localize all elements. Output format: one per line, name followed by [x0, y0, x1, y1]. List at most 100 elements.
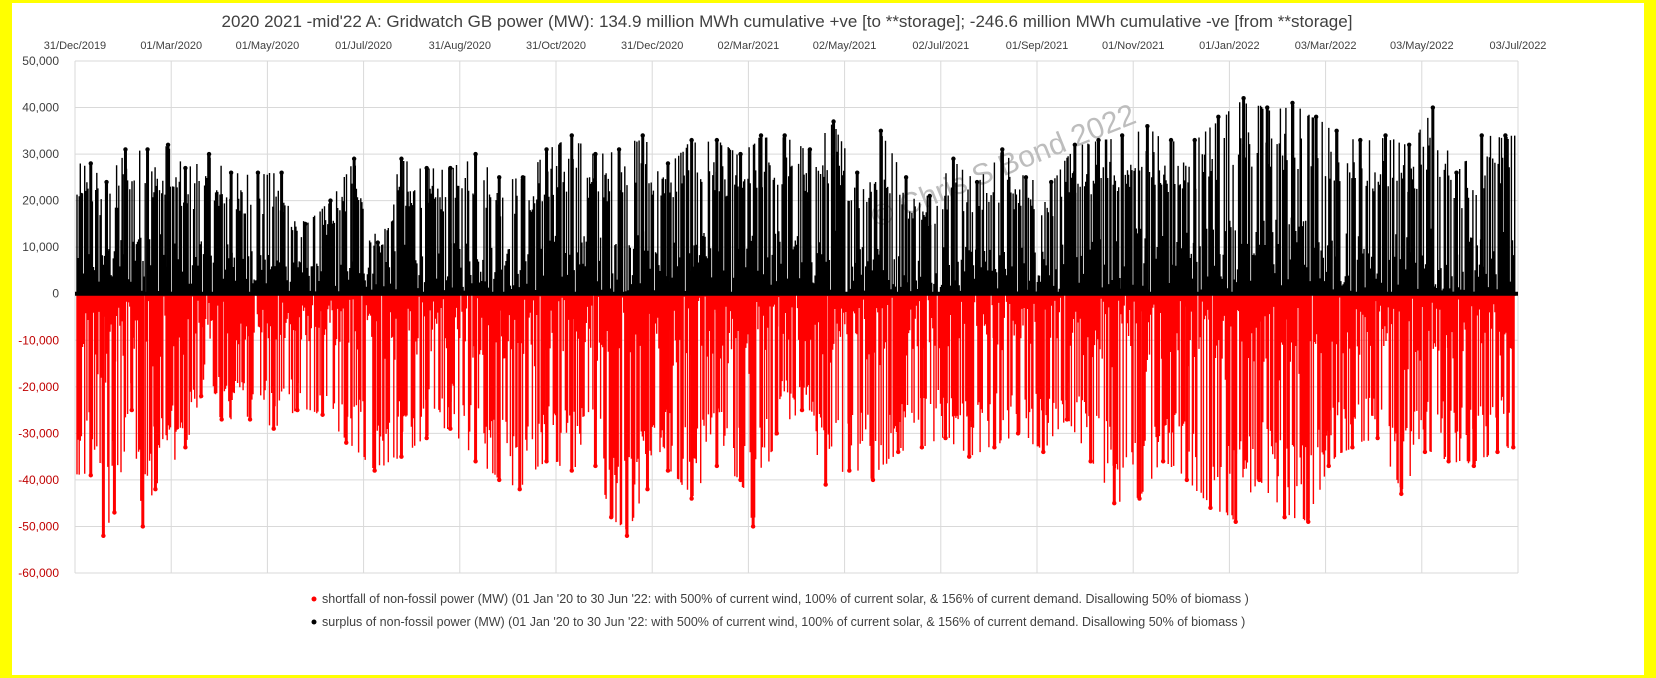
shortfall-point: [1282, 514, 1287, 520]
surplus-point: [399, 156, 404, 161]
shortfall-point: [608, 514, 614, 520]
surplus-point: [1358, 137, 1363, 143]
shortfall-point: [919, 445, 925, 450]
shortfall-point: [372, 468, 377, 473]
legend-label-surplus: surplus of non-fossil power (MW) (01 Jan…: [322, 615, 1245, 629]
surplus-point: [123, 147, 128, 152]
shortfall-point: [1112, 500, 1117, 506]
legend-marker-shortfall: [311, 596, 317, 602]
x-tick-label: 02/Jul/2021: [912, 40, 969, 52]
y-tick-label: 50,000: [22, 54, 59, 68]
y-tick-label: -10,000: [18, 333, 59, 347]
y-tick-label: 10,000: [22, 240, 59, 254]
shortfall-point: [1041, 449, 1046, 455]
x-tick-label: 01/May/2020: [236, 40, 300, 52]
shortfall-point: [88, 473, 93, 478]
shortfall-point: [1064, 417, 1070, 422]
x-tick-label: 01/Jan/2022: [1199, 40, 1260, 52]
surplus-point: [1096, 137, 1101, 143]
shortfall-point: [140, 524, 146, 529]
y-tick-label: -60,000: [18, 566, 59, 580]
shortfall-point: [129, 407, 134, 413]
shortfall-point: [593, 463, 598, 469]
shortfall-point: [497, 477, 502, 483]
surplus-point: [1000, 147, 1005, 152]
chart-title: 2020 2021 -mid'22 A: Gridwatch GB power …: [222, 12, 1353, 31]
shortfall-point: [689, 496, 694, 501]
y-tick-label: -30,000: [18, 426, 59, 440]
shortfall-point: [219, 417, 224, 422]
x-tick-label: 31/Aug/2020: [429, 40, 491, 52]
surplus-point: [1119, 133, 1125, 138]
shortfall-point: [823, 482, 828, 487]
x-tick-label: 01/Nov/2021: [1102, 40, 1164, 52]
surplus-point: [279, 170, 284, 175]
surplus-point: [1383, 133, 1388, 138]
shortfall-point: [320, 412, 325, 417]
surplus-point: [424, 165, 429, 171]
y-tick-label: 30,000: [22, 147, 59, 161]
y-axis-tick-labels: 50,000 40,000 30,000 20,000 10,000 0 -10,000 -2…: [18, 54, 59, 580]
surplus-point: [903, 175, 909, 180]
surplus-point: [497, 175, 502, 180]
surplus-point: [328, 198, 333, 203]
shortfall-point: [774, 431, 779, 436]
surplus-point: [689, 137, 694, 143]
shortfall-point: [1137, 496, 1142, 501]
shortfall-point: [1495, 449, 1500, 455]
shortfall-point: [569, 468, 574, 473]
shortfall-point: [544, 459, 549, 464]
surplus-point: [831, 119, 836, 124]
surplus-point: [1192, 137, 1197, 143]
shortfall-point: [399, 454, 404, 459]
shortfall-point: [624, 533, 630, 538]
surplus-point: [616, 147, 622, 152]
shortfall-point: [1088, 459, 1093, 464]
shortfall-point: [271, 426, 276, 431]
shortfall-point: [750, 524, 756, 529]
surplus-point: [878, 128, 884, 134]
shortfall-point: [645, 487, 650, 492]
shortfall-point: [344, 440, 349, 445]
surplus-point: [448, 165, 453, 171]
shortfall-point: [448, 426, 453, 431]
shortfall-point: [101, 533, 106, 538]
y-tick-label: -50,000: [18, 519, 59, 533]
surplus-point: [1048, 179, 1054, 185]
surplus-point: [1290, 100, 1295, 106]
shortfall-point: [799, 407, 805, 413]
shortfall-point: [1306, 519, 1311, 524]
surplus-point: [974, 179, 980, 185]
shortfall-point: [896, 449, 901, 455]
shortfall-point: [1208, 505, 1213, 511]
surplus-spikes: [76, 102, 1516, 294]
surplus-point: [1334, 128, 1339, 134]
x-tick-label: 01/Mar/2020: [140, 40, 202, 52]
shortfall-spikes: [76, 293, 1516, 530]
shortfall-point: [1184, 477, 1190, 483]
legend: shortfall of non-fossil power (MW) (01 J…: [311, 592, 1249, 629]
surplus-point: [1503, 133, 1508, 138]
surplus-series: [76, 96, 1516, 294]
shortfall-point: [943, 435, 948, 441]
shortfall-point: [517, 487, 522, 492]
shortfall-point: [1422, 449, 1428, 455]
surplus-point: [1430, 105, 1436, 110]
surplus-point: [714, 137, 720, 143]
surplus-point: [473, 151, 478, 157]
surplus-point: [183, 165, 188, 171]
surplus-point: [88, 161, 93, 166]
legend-label-shortfall: shortfall of non-fossil power (MW) (01 J…: [322, 592, 1249, 606]
surplus-point: [1313, 114, 1319, 120]
x-tick-label: 03/May/2022: [1390, 40, 1454, 52]
surplus-point: [569, 133, 574, 138]
surplus-point: [1454, 170, 1459, 175]
surplus-point: [303, 221, 308, 227]
shortfall-point: [1375, 435, 1380, 441]
surplus-point: [738, 151, 743, 157]
surplus-point: [544, 147, 549, 152]
shortfall-point: [1399, 491, 1404, 497]
y-tick-label: -20,000: [18, 380, 59, 394]
shortfall-point: [424, 435, 429, 441]
shortfall-point: [738, 477, 743, 483]
